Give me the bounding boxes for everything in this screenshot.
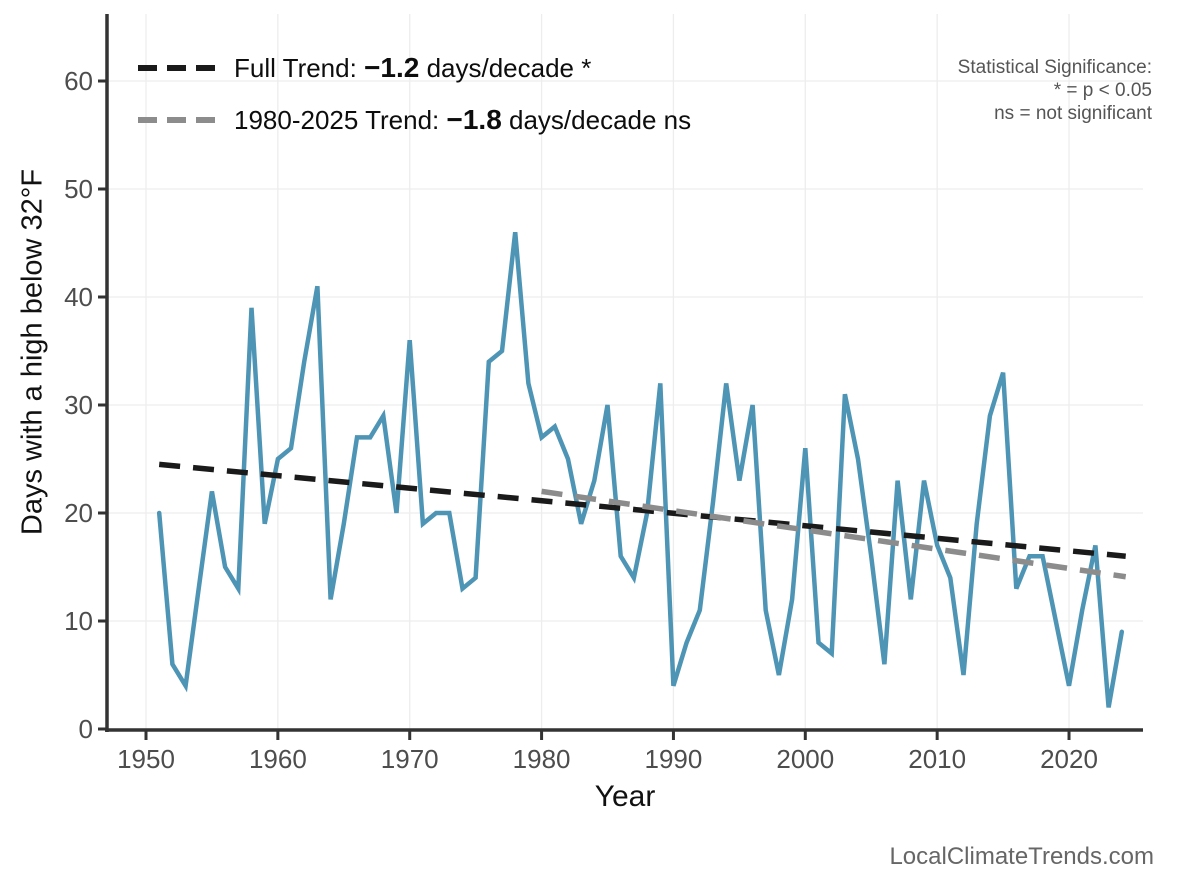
y-tick-label-20: 20 bbox=[64, 498, 93, 528]
x-tick-label-1950: 1950 bbox=[117, 744, 175, 774]
y-tick-label-0: 0 bbox=[79, 714, 93, 744]
x-tick-label-1960: 1960 bbox=[249, 744, 307, 774]
full-trend-line bbox=[158, 461, 1126, 559]
legend-row-full-trend: Full Trend: −1.2 days/decade * bbox=[138, 42, 691, 94]
significance-note-star: * = p < 0.05 bbox=[1053, 80, 1152, 101]
watermark: LocalClimateTrends.com bbox=[889, 843, 1154, 870]
x-tick-label-2020: 2020 bbox=[1040, 744, 1098, 774]
x-tick-label-1990: 1990 bbox=[645, 744, 703, 774]
y-tick-label-40: 40 bbox=[64, 282, 93, 312]
significance-note-title: Statistical Significance: bbox=[957, 57, 1152, 78]
legend-label-full-trend: Full Trend: −1.2 days/decade * bbox=[234, 52, 592, 83]
recent-trend-line bbox=[541, 488, 1127, 580]
x-tick-label-1970: 1970 bbox=[381, 744, 439, 774]
y-tick-label-50: 50 bbox=[64, 174, 93, 204]
legend-row-recent-trend: 1980-2025 Trend: −1.8 days/decade ns bbox=[138, 94, 691, 146]
black-dash-icon bbox=[138, 65, 216, 71]
y-tick-label-60: 60 bbox=[64, 66, 93, 96]
data-line bbox=[156, 231, 1125, 708]
axis-ticks: 0 10 20 30 40 50 60 1950 1960 1970 1980 1990 2000 201… bbox=[64, 66, 1098, 774]
legend-label-recent-trend: 1980-2025 Trend: −1.8 days/decade ns bbox=[234, 104, 692, 135]
y-tick-label-30: 30 bbox=[64, 390, 93, 420]
x-tick-label-2000: 2000 bbox=[776, 744, 834, 774]
y-axis-title: Days with a high below 32°F bbox=[16, 168, 49, 536]
x-tick-label-1980: 1980 bbox=[513, 744, 571, 774]
y-tick-label-10: 10 bbox=[64, 606, 93, 636]
significance-note: Statistical Significance: * = p < 0.05 n… bbox=[958, 56, 1152, 125]
gridlines bbox=[107, 14, 1143, 730]
significance-note-ns: ns = not significant bbox=[994, 103, 1152, 124]
trend-legend: Full Trend: −1.2 days/decade * 1980-2025… bbox=[138, 42, 691, 146]
x-tick-label-2010: 2010 bbox=[908, 744, 966, 774]
gray-dash-icon bbox=[138, 117, 216, 123]
x-axis-title: Year bbox=[594, 780, 656, 813]
